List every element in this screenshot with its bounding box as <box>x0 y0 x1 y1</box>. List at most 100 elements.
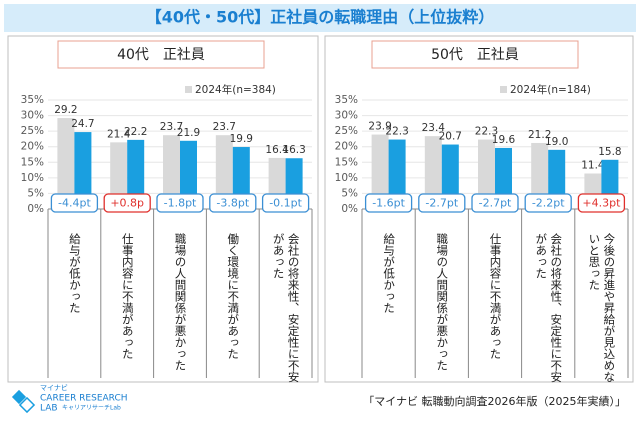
chart-title: 50代 正社員 <box>431 47 519 63</box>
bar <box>424 136 442 209</box>
x-tick-label: 会社の将来性、安定性に不安があった <box>534 233 564 383</box>
value-label: 22.2 <box>124 126 147 138</box>
value-label: 11.4 <box>581 159 605 171</box>
x-tick-label: 働く環境に不満があった <box>226 233 241 360</box>
x-tick-label-cell: 職場の人間関係が悪かった <box>415 233 468 383</box>
change-box <box>103 193 151 213</box>
y-tick-label: 20% <box>21 141 44 153</box>
value-label: 23.4 <box>422 122 446 134</box>
bar <box>215 135 233 209</box>
value-label: 23.7 <box>160 121 183 133</box>
value-label: 23.9 <box>368 121 391 133</box>
change-label: -2.7pt <box>479 197 512 210</box>
x-tick-label-cell: 今後の昇進や昇給が見込めないと思った <box>575 233 628 383</box>
chart-title: 40代 正社員 <box>117 47 205 63</box>
logo-text: キャリアリサーチLab <box>62 405 121 412</box>
bar <box>163 135 180 209</box>
title-band <box>4 4 636 32</box>
panel <box>7 35 319 383</box>
logo: マイナビ CAREER RESEARCH LAB キャリアリサーチLab <box>11 383 128 414</box>
x-tick-label-cell: 給与が低かった <box>362 233 415 383</box>
x-tick-label: 給与が低かった <box>67 233 82 314</box>
legend-label: 2024年(n=184) <box>510 83 591 96</box>
change-box <box>471 193 519 213</box>
value-label: 29.2 <box>54 104 77 116</box>
page-title: 【40代・50代】正社員の転職理由（上位抜粋） <box>146 8 495 27</box>
y-tick-label: 20% <box>335 141 358 153</box>
y-tick-label: 15% <box>335 156 358 168</box>
y-tick-label: 5% <box>27 187 44 199</box>
x-tick-label-cell: 職場の人間関係が悪かった <box>154 233 207 383</box>
x-tick-label: 今後の昇進や昇給が見込めないと思った <box>587 233 617 383</box>
panel <box>324 35 634 383</box>
bar <box>531 142 549 209</box>
y-tick-label: 0% <box>341 203 358 215</box>
change-box <box>418 193 466 213</box>
x-tick-label: 仕事内容に不満があった <box>488 233 503 360</box>
value-label: 21.9 <box>177 127 200 139</box>
y-tick-label: 30% <box>21 110 44 122</box>
bar <box>110 142 128 209</box>
legend-swatch <box>185 86 192 93</box>
legend-label: 2024年(n=384) <box>195 83 276 96</box>
x-tick-label-cell: 仕事内容に不満があった <box>101 233 154 383</box>
value-label: 16.3 <box>282 144 305 156</box>
change-label: -3.8pt <box>216 197 249 210</box>
x-tick-label: 職場の人間関係が悪かった <box>173 233 188 371</box>
value-label: 21.2 <box>528 129 551 141</box>
value-label: 20.7 <box>439 131 462 143</box>
change-label: -2.2pt <box>532 197 565 210</box>
subtitle-box <box>371 40 579 69</box>
bar <box>57 118 75 209</box>
x-tick-label-cell: 会社の将来性、安定性に不安があった <box>259 233 312 383</box>
x-tick-label: 会社の将来性、安定性に不安があった <box>271 233 301 383</box>
logo-text: CAREER RESEARCH <box>40 394 128 404</box>
change-box <box>156 193 204 213</box>
bar <box>127 139 145 209</box>
logo-mark <box>11 389 27 405</box>
y-tick-label: 0% <box>27 203 44 215</box>
value-label: 19.9 <box>230 133 253 145</box>
bar <box>74 132 92 209</box>
subtitle-box <box>57 40 265 69</box>
y-tick-label: 15% <box>21 156 44 168</box>
y-tick-label: 30% <box>335 110 358 122</box>
y-tick-label: 10% <box>21 172 44 184</box>
bar <box>441 144 459 209</box>
change-label: +0.8p <box>110 197 144 210</box>
legend-swatch <box>500 86 507 93</box>
bar <box>388 139 406 209</box>
change-box <box>524 193 572 213</box>
value-label: 24.7 <box>71 118 94 130</box>
change-label: +4.3pt <box>582 197 621 210</box>
value-label: 21.4 <box>107 128 131 140</box>
logo-text: LAB <box>40 404 58 414</box>
y-tick-label: 5% <box>341 187 358 199</box>
change-box <box>209 193 257 213</box>
change-box <box>577 193 626 213</box>
value-label: 22.3 <box>475 126 498 138</box>
value-label: 16.4 <box>265 144 289 156</box>
value-label: 23.7 <box>213 121 236 133</box>
change-label: -2.7pt <box>425 197 458 210</box>
y-tick-label: 10% <box>335 172 358 184</box>
logo-brand: マイナビ <box>40 383 68 392</box>
x-tick-label-cell: 給与が低かった <box>48 233 101 383</box>
change-label: -1.8pt <box>164 197 197 210</box>
y-tick-label: 25% <box>21 125 44 137</box>
x-tick-label: 給与が低かった <box>382 233 397 314</box>
x-tick-label: 仕事内容に不満があった <box>120 233 135 360</box>
y-tick-label: 35% <box>335 94 358 106</box>
x-tick-label-cell: 仕事内容に不満があった <box>468 233 521 383</box>
change-label: -1.6pt <box>372 197 405 210</box>
value-label: 19.6 <box>492 134 516 146</box>
x-tick-label-cell: 働く環境に不満があった <box>206 233 259 383</box>
logo-mark <box>18 396 36 414</box>
value-label: 15.8 <box>598 146 621 158</box>
value-label: 22.3 <box>385 126 408 138</box>
x-tick-label: 職場の人間関係が悪かった <box>435 233 450 371</box>
change-label: -4.4pt <box>58 197 91 210</box>
bar <box>180 140 197 209</box>
